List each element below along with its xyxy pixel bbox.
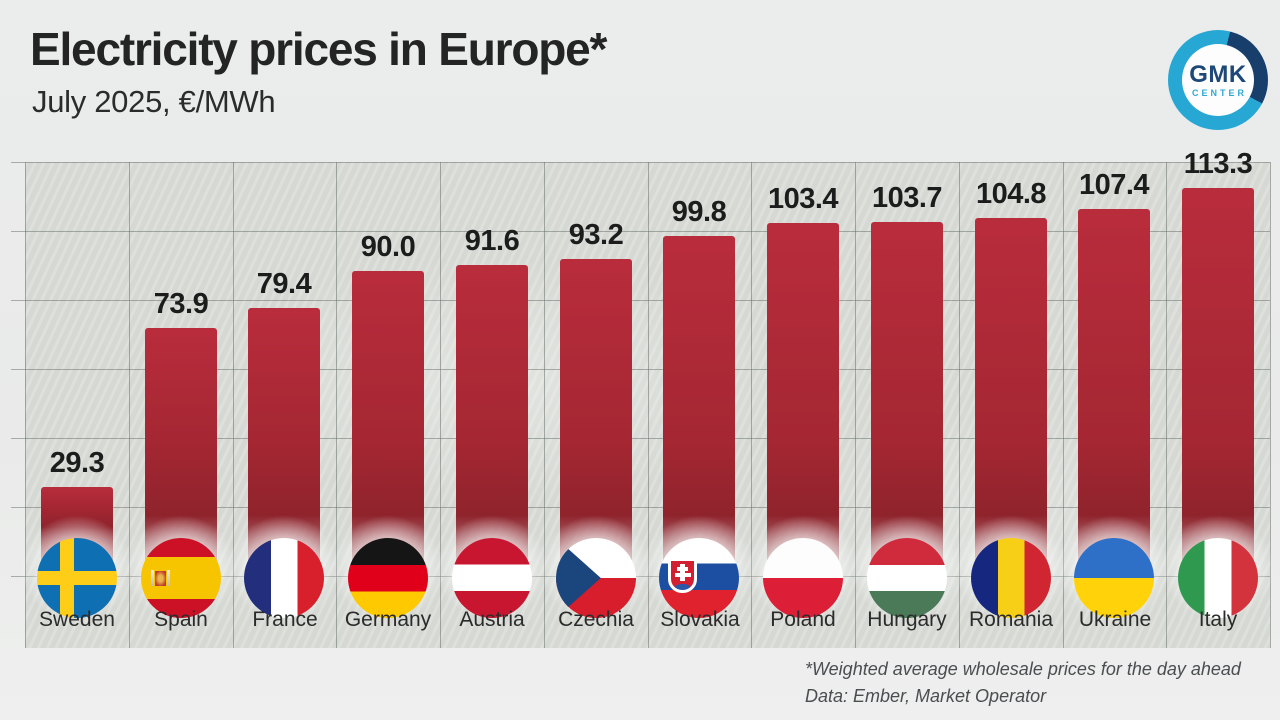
footnote-line-2: Data: Ember, Market Operator <box>805 686 1047 706</box>
czechia-emblem-icon <box>556 538 601 618</box>
germany-flag-icon <box>348 538 428 618</box>
slovakia-emblem-icon <box>668 558 697 593</box>
value-label-germany: 90.0 <box>360 231 416 263</box>
horizontal-gridline <box>11 369 1270 370</box>
country-label-slovakia: Slovakia <box>660 608 740 631</box>
country-label-hungary: Hungary <box>867 608 947 631</box>
vertical-gridline <box>648 162 649 648</box>
chart-panel: 29.3 Sweden 73.9 Spain 79.4 France 90.0 Germany… <box>2 148 1280 648</box>
romania-flag-icon <box>971 538 1051 618</box>
vertical-gridline <box>751 162 752 648</box>
country-label-poland: Poland <box>770 608 836 631</box>
country-label-ukraine: Ukraine <box>1078 608 1152 631</box>
value-label-slovakia: 99.8 <box>671 196 727 228</box>
vertical-gridline <box>25 162 26 648</box>
vertical-gridline <box>1166 162 1167 648</box>
value-label-ukraine: 107.4 <box>1078 169 1150 201</box>
chart-footnote: *Weighted average wholesale prices for t… <box>805 656 1241 710</box>
spain-emblem-icon <box>151 568 170 588</box>
vertical-gridline <box>336 162 337 648</box>
country-label-czechia: Czechia <box>558 608 634 631</box>
hungary-flag-icon <box>867 538 947 618</box>
value-label-france: 79.4 <box>256 268 312 300</box>
austria-flag-icon <box>452 538 532 618</box>
page-title: Electricity prices in Europe* <box>30 23 607 75</box>
footnote-line-1: *Weighted average wholesale prices for t… <box>805 659 1241 679</box>
vertical-gridline <box>855 162 856 648</box>
country-label-germany: Germany <box>344 608 432 631</box>
sweden-flag-icon <box>37 538 117 618</box>
country-label-sweden: Sweden <box>39 608 115 631</box>
france-flag-icon <box>244 538 324 618</box>
vertical-gridline <box>129 162 130 648</box>
country-label-romania: Romania <box>968 608 1054 631</box>
vertical-gridline <box>1270 162 1271 648</box>
country-label-france: France <box>252 608 318 631</box>
country-label-austria: Austria <box>459 608 525 631</box>
value-label-poland: 103.4 <box>767 183 839 215</box>
spain-flag-icon <box>141 538 221 618</box>
ukraine-flag-icon <box>1074 538 1154 618</box>
country-label-spain: Spain <box>154 608 208 631</box>
value-label-hungary: 103.7 <box>871 182 943 214</box>
vertical-gridline <box>233 162 234 648</box>
value-label-italy: 113.3 <box>1183 148 1253 180</box>
italy-flag-icon <box>1178 538 1258 618</box>
horizontal-gridline <box>11 162 1270 163</box>
horizontal-gridline <box>11 300 1270 301</box>
logo-inner-circle: GMK CENTER <box>1182 44 1254 116</box>
horizontal-gridline <box>11 438 1270 439</box>
vertical-gridline <box>1063 162 1064 648</box>
value-label-sweden: 29.3 <box>49 447 105 479</box>
country-label-italy: Italy <box>1198 608 1238 631</box>
value-label-czechia: 93.2 <box>568 219 624 251</box>
horizontal-gridline <box>11 231 1270 232</box>
value-label-romania: 104.8 <box>975 178 1047 210</box>
czechia-flag-icon <box>556 538 636 618</box>
logo-text-center: CENTER <box>1191 87 1247 98</box>
value-label-austria: 91.6 <box>464 225 520 257</box>
gmk-center-logo-icon: GMK CENTER <box>1168 30 1268 130</box>
page-subtitle: July 2025, €/MWh <box>32 84 276 119</box>
value-label-spain: 73.9 <box>153 288 209 320</box>
vertical-gridline <box>440 162 441 648</box>
logo-text-gmk: GMK <box>1189 60 1247 88</box>
slovakia-flag-icon <box>659 538 739 618</box>
vertical-gridline <box>959 162 960 648</box>
vertical-gridline <box>544 162 545 648</box>
poland-flag-icon <box>763 538 843 618</box>
